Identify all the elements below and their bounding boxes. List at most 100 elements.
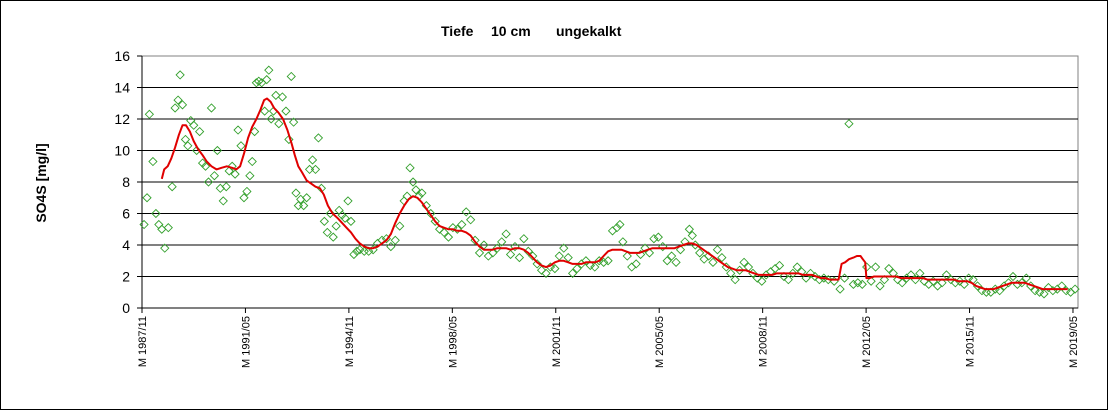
data-point — [170, 103, 180, 113]
data-point — [364, 246, 374, 256]
data-point — [288, 117, 299, 127]
data-point — [1021, 273, 1031, 283]
x-tick-label: M 1994/11 — [344, 316, 356, 367]
data-point — [959, 279, 969, 290]
data-point — [148, 156, 158, 167]
data-point — [805, 268, 816, 278]
data-point — [550, 263, 560, 274]
data-point — [603, 256, 613, 266]
data-point — [203, 177, 214, 187]
data-point — [644, 248, 655, 258]
data-point — [488, 248, 498, 258]
data-point — [247, 156, 257, 167]
data-point — [1030, 286, 1040, 296]
data-point — [870, 262, 881, 272]
y-axis-label: SO4S [mg/l] — [33, 143, 49, 222]
data-point — [752, 273, 762, 283]
data-point — [452, 224, 462, 234]
data-point — [618, 237, 628, 247]
data-point — [844, 119, 854, 129]
data-point — [189, 120, 199, 130]
data-point — [177, 100, 188, 110]
data-point — [277, 92, 288, 102]
data-point — [721, 262, 731, 272]
data-point — [666, 251, 677, 261]
data-point — [622, 251, 632, 261]
data-point — [163, 223, 173, 233]
data-point — [995, 286, 1005, 296]
data-point — [1017, 278, 1027, 288]
data-point — [801, 273, 811, 283]
data-point — [505, 249, 516, 260]
data-point — [514, 252, 525, 263]
data-point — [319, 216, 329, 227]
data-point — [783, 275, 793, 285]
data-point — [262, 74, 272, 85]
data-point — [839, 273, 850, 283]
data-point — [492, 243, 502, 253]
data-point — [206, 103, 217, 113]
data-point — [236, 141, 246, 151]
data-point — [395, 221, 405, 231]
data-point — [271, 90, 281, 101]
data-point — [194, 126, 205, 137]
chart-title-treatment: ungekalkt — [556, 23, 622, 39]
data-point — [405, 163, 415, 173]
data-point — [819, 273, 829, 283]
data-point — [175, 70, 185, 80]
data-point — [343, 196, 353, 206]
data-point — [144, 109, 155, 119]
data-point — [286, 71, 296, 82]
data-point — [612, 223, 622, 233]
data-point — [310, 164, 321, 175]
gridlines — [142, 87, 1078, 277]
data-point — [879, 275, 890, 285]
data-point — [200, 161, 211, 171]
data-point — [254, 76, 264, 86]
data-point — [853, 278, 863, 288]
data-point — [567, 268, 578, 278]
data-point — [328, 232, 338, 242]
data-point — [230, 169, 240, 179]
data-point — [779, 271, 789, 282]
data-point — [151, 208, 161, 219]
data-point — [331, 221, 341, 231]
data-point — [212, 145, 223, 156]
x-tick-label: M 2008/11 — [758, 316, 770, 367]
trend-line — [160, 97, 1068, 291]
data-point — [615, 219, 625, 230]
data-point — [474, 248, 485, 258]
y-tick-label: 16 — [114, 48, 130, 64]
data-point — [1070, 284, 1080, 294]
data-point — [649, 234, 659, 244]
data-point — [734, 265, 745, 275]
data-point — [284, 134, 294, 145]
data-point — [797, 267, 807, 277]
y-tick-label: 14 — [114, 80, 130, 96]
data-point — [260, 106, 270, 116]
data-point — [757, 276, 767, 286]
data-point — [695, 248, 705, 258]
data-point — [221, 182, 231, 192]
data-point — [875, 281, 885, 291]
data-point — [443, 232, 454, 242]
y-tick-label: 10 — [114, 143, 130, 159]
data-point — [386, 241, 396, 252]
data-point — [897, 278, 907, 288]
data-point — [739, 257, 749, 267]
data-point — [1034, 287, 1045, 297]
data-point — [408, 177, 418, 187]
data-point — [684, 224, 694, 234]
data-point — [142, 193, 152, 203]
chart-title-depth-label: Tiefe — [441, 23, 474, 39]
x-tick-label: M 1998/05 — [447, 316, 459, 368]
data-point — [590, 262, 600, 272]
data-point — [510, 241, 520, 252]
data-point — [726, 268, 736, 278]
data-point — [536, 265, 547, 275]
x-tick-label: M 2015/11 — [965, 316, 977, 367]
data-point — [448, 223, 458, 233]
data-point — [1043, 282, 1054, 293]
data-point — [1008, 271, 1018, 282]
